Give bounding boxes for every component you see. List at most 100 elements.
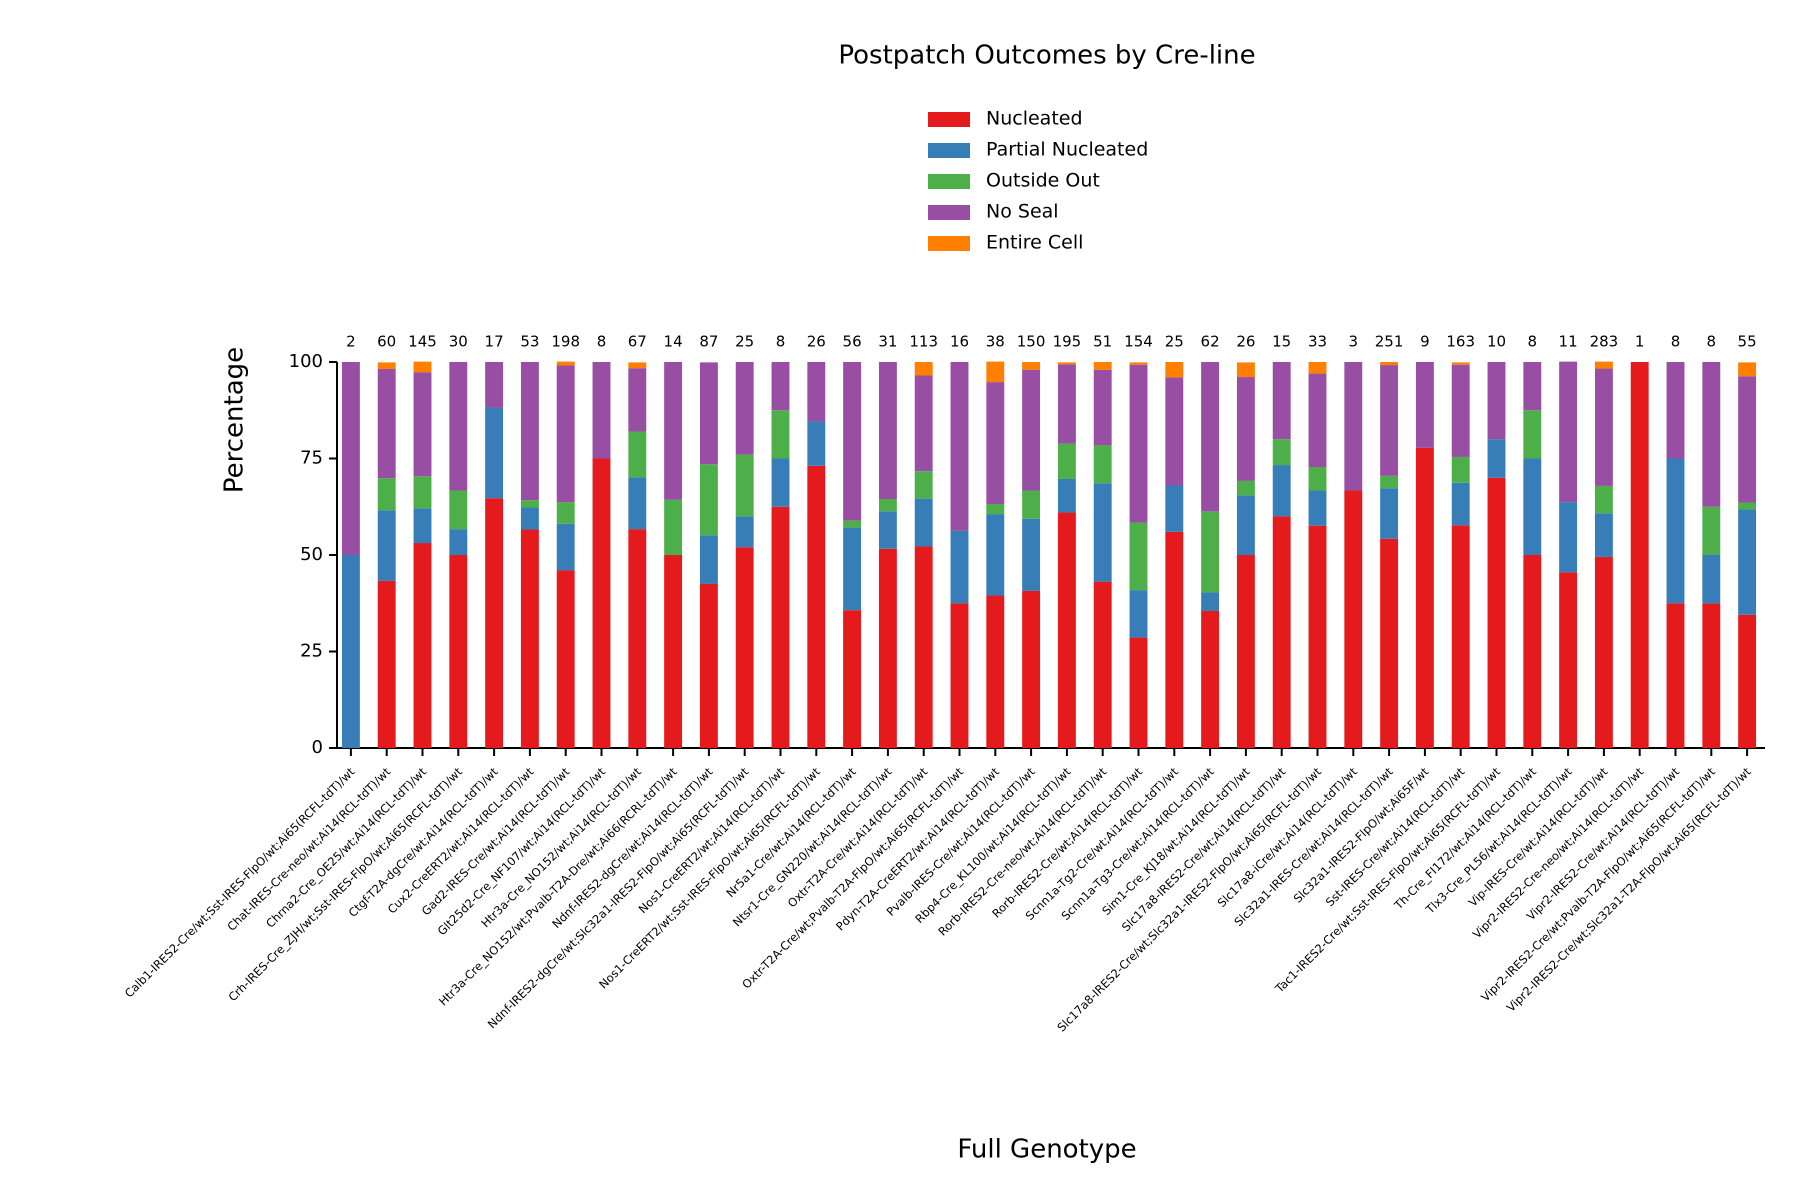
bar-segment: [1523, 555, 1542, 748]
bar-segment: [1057, 443, 1076, 479]
bar-segment: [986, 504, 1005, 515]
bar-count-label: 60: [377, 333, 396, 351]
bar-segment: [377, 362, 396, 369]
bar-count-label: 56: [843, 333, 862, 351]
bar-segment: [1738, 376, 1757, 503]
bar-segment: [1272, 465, 1291, 517]
bar-segment: [413, 372, 432, 477]
bar-segment: [1272, 439, 1291, 466]
bar-segment: [520, 529, 539, 748]
bar-segment: [843, 527, 862, 611]
bar-count-label: 163: [1446, 333, 1475, 351]
bar-segment: [878, 511, 897, 549]
x-tick-label: Chat-IRES-Cre-neo/wt;Ai14(RCL-tdT)/wt: [224, 764, 393, 933]
bar-segment: [1451, 456, 1470, 483]
bar-segment: [1057, 364, 1076, 444]
bar-segment: [556, 523, 575, 571]
bar-segment: [950, 362, 969, 531]
bar-segment: [1559, 361, 1578, 503]
bar-segment: [449, 529, 468, 555]
bar-segment: [1666, 603, 1685, 748]
y-tick-label: 50: [300, 544, 323, 565]
bar-segment: [413, 476, 432, 509]
bar-segment: [1594, 361, 1613, 369]
bar-segment: [1308, 525, 1327, 748]
bar-segment: [341, 555, 360, 748]
bar-segment: [1380, 475, 1399, 489]
bar-segment: [1129, 590, 1148, 638]
bar-segment: [628, 529, 647, 748]
bar-segment: [1022, 590, 1041, 748]
bar-segment: [878, 362, 897, 500]
bar-count-label: 53: [520, 333, 539, 351]
bar-segment: [1057, 478, 1076, 513]
bar-segment: [1201, 592, 1220, 611]
bar-segment: [1666, 458, 1685, 604]
bar-segment: [1022, 490, 1041, 519]
bar-count-label: 8: [1707, 333, 1717, 351]
bar-segment: [771, 362, 790, 411]
bar-segment: [1236, 555, 1255, 748]
bar-segment: [1702, 603, 1721, 748]
bar-count-label: 51: [1093, 333, 1112, 351]
legend-swatch: [928, 205, 970, 220]
bar-segment: [1666, 362, 1685, 459]
bar-segment: [1129, 362, 1148, 365]
bar-count-label: 154: [1124, 333, 1153, 351]
bar-segment: [413, 361, 432, 373]
bar-segment: [699, 362, 718, 465]
bar-segment: [1451, 364, 1470, 457]
bar-count-label: 8: [1528, 333, 1538, 351]
bar-segment: [1093, 581, 1112, 748]
bar-count-label: 1: [1635, 333, 1645, 351]
y-tick-label: 0: [312, 737, 323, 758]
bar-segment: [664, 362, 683, 500]
bar-segment: [628, 431, 647, 478]
bar-segment: [664, 499, 683, 555]
bar-segment: [1738, 614, 1757, 748]
legend-label: Nucleated: [986, 108, 1083, 130]
bar-count-label: 113: [909, 333, 938, 351]
bar-segment: [1236, 377, 1255, 481]
x-tick-label: Crh-IRES-Cre_ZJH/wt;Sst-IRES-FlpO/wt;Ai6…: [225, 764, 465, 1004]
y-tick-label: 75: [300, 448, 323, 469]
legend-label: No Seal: [986, 201, 1059, 223]
legend-swatch: [928, 143, 970, 158]
bar-segment: [1093, 362, 1112, 370]
bar-segment: [914, 375, 933, 472]
bar-segment: [735, 454, 754, 517]
bar-segment: [878, 499, 897, 512]
bar-segment: [950, 603, 969, 748]
bar-segment: [1201, 511, 1220, 593]
bar-segment: [377, 580, 396, 748]
bar-count-label: 67: [628, 333, 647, 351]
bar-count-label: 25: [735, 333, 754, 351]
bar-count-label: 14: [664, 333, 683, 351]
bar-count-label: 25: [1165, 333, 1184, 351]
bar-segment: [986, 361, 1005, 383]
bar-segment: [520, 500, 539, 508]
legend-label: Entire Cell: [986, 232, 1083, 254]
bar-segment: [1129, 364, 1148, 523]
bar-segment: [1308, 362, 1327, 374]
bar-segment: [1594, 368, 1613, 486]
bar-segment: [914, 498, 933, 547]
bar-segment: [1057, 512, 1076, 748]
bar-segment: [1201, 362, 1220, 512]
bar-count-label: 195: [1053, 333, 1082, 351]
bar-segment: [986, 382, 1005, 505]
bar-segment: [1093, 445, 1112, 484]
bar-count-label: 251: [1375, 333, 1404, 351]
bar-count-label: 16: [950, 333, 969, 351]
bar-segment: [485, 407, 504, 499]
bar-segment: [1702, 555, 1721, 604]
bar-segment: [1594, 485, 1613, 514]
bar-segment: [771, 410, 790, 459]
bar-segment: [520, 507, 539, 530]
bar-segment: [1129, 637, 1148, 748]
bar-segment: [878, 548, 897, 748]
bar-segment: [843, 610, 862, 748]
bar-segment: [1057, 362, 1076, 365]
bar-segment: [1702, 506, 1721, 555]
